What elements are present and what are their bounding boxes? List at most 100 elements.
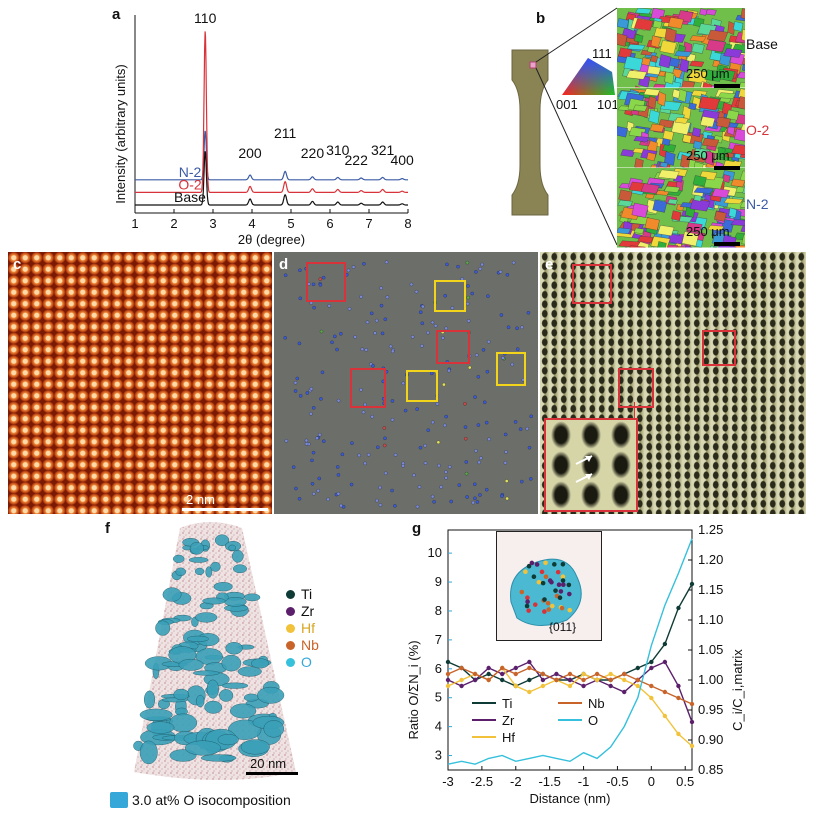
grain xyxy=(728,207,737,218)
grain xyxy=(626,44,646,51)
data-point xyxy=(594,671,600,677)
data-point xyxy=(635,665,640,671)
data-point xyxy=(662,713,668,719)
atom-dot xyxy=(513,420,518,424)
atom-dot xyxy=(444,326,448,331)
atom-dot xyxy=(410,335,415,339)
data-point xyxy=(527,665,532,671)
atom-dot xyxy=(312,492,316,496)
grain xyxy=(641,57,651,66)
data-point xyxy=(486,665,491,671)
atom-dot xyxy=(476,375,481,379)
inset-atom xyxy=(566,582,572,588)
atom-dot xyxy=(444,470,448,474)
peak-label: 400 xyxy=(390,152,414,168)
data-point xyxy=(500,677,505,683)
grain xyxy=(617,33,628,47)
grain xyxy=(640,183,660,194)
legend-label: O xyxy=(588,713,598,728)
atom-dot xyxy=(403,408,408,413)
grain xyxy=(648,95,657,109)
data-point xyxy=(608,671,613,677)
grain xyxy=(733,128,745,142)
atom-dot xyxy=(393,453,398,457)
series-label: N-2 xyxy=(179,164,202,180)
grain xyxy=(731,144,745,155)
data-point xyxy=(581,683,586,689)
inset-atom xyxy=(561,582,566,587)
y2-tick-label: 1.20 xyxy=(698,552,723,567)
grain xyxy=(739,170,745,183)
atom-dot xyxy=(321,275,326,280)
o-cluster xyxy=(200,754,237,762)
x-tick-label: 6 xyxy=(326,216,333,231)
grain xyxy=(657,91,667,107)
peak-label: 321 xyxy=(371,142,395,158)
panel-b-label: b xyxy=(536,10,546,27)
legend-text: Hf xyxy=(301,620,315,636)
data-point xyxy=(500,665,505,671)
data-point xyxy=(662,641,668,647)
atom-dot xyxy=(484,420,489,425)
atom-dot xyxy=(456,264,460,269)
atom-dot xyxy=(304,442,309,446)
peak-label: 220 xyxy=(301,145,325,161)
inset-atom xyxy=(553,588,558,593)
atom-dot xyxy=(433,324,438,328)
data-point xyxy=(581,677,586,683)
atom-dot xyxy=(390,399,395,403)
atom-dot xyxy=(470,291,474,296)
grain xyxy=(649,123,665,133)
atom-dot xyxy=(293,381,298,385)
atom-dot xyxy=(312,305,316,310)
specimen-diagram xyxy=(511,7,618,246)
inset-atom xyxy=(567,591,572,597)
legend-label: Ti xyxy=(502,696,512,711)
panel-c-scale: 2 nm xyxy=(186,492,215,507)
atom-dot xyxy=(335,465,340,469)
grain xyxy=(685,245,693,248)
o-cluster xyxy=(189,542,205,555)
inset-atom xyxy=(525,599,530,605)
atom-dot xyxy=(485,369,490,374)
o-cluster xyxy=(196,694,205,708)
atom-dot xyxy=(423,443,427,448)
x-tick-label: -1 xyxy=(578,774,590,789)
atom-dot xyxy=(482,400,487,405)
atom-dot xyxy=(330,340,334,345)
atom-dot xyxy=(481,348,486,352)
o-cluster xyxy=(229,703,257,719)
atom-dot xyxy=(333,334,337,339)
x-tick-label: 4 xyxy=(248,216,255,231)
o-cluster xyxy=(188,557,209,563)
atom-dot xyxy=(350,441,354,445)
atom-dot xyxy=(449,499,453,504)
grain xyxy=(740,224,745,233)
atom-dot xyxy=(375,498,379,503)
o-cluster xyxy=(146,721,175,734)
inset-atom xyxy=(542,597,547,602)
data-point xyxy=(513,683,518,689)
highlight-box xyxy=(434,280,466,312)
atom-dot xyxy=(311,406,316,410)
legend-item-ti: Ti xyxy=(286,586,319,603)
grain xyxy=(644,217,660,231)
atom-dot xyxy=(500,494,504,498)
data-point xyxy=(676,695,681,701)
atom-dot xyxy=(319,329,324,334)
grain xyxy=(723,198,744,205)
grain xyxy=(740,122,745,132)
x-tick-label: -2 xyxy=(510,774,522,789)
atom-dot xyxy=(475,500,480,504)
atom-dot xyxy=(474,270,478,274)
atom-dot xyxy=(478,493,482,497)
atom-dot xyxy=(529,477,533,481)
atom-dot xyxy=(409,282,414,287)
inset-atom xyxy=(539,569,545,575)
data-point xyxy=(554,677,559,683)
o-cluster xyxy=(184,740,221,756)
o-cluster xyxy=(162,587,182,602)
atom-dot xyxy=(430,494,435,499)
atom-dot xyxy=(318,283,323,287)
atom-dot xyxy=(420,321,425,326)
